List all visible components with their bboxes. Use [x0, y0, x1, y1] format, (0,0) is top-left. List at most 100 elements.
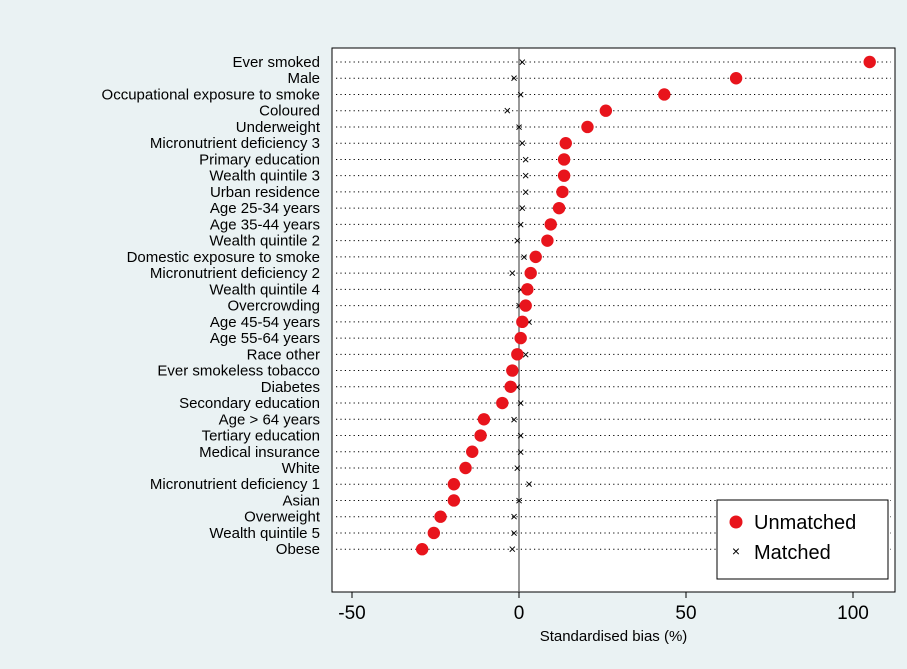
unmatched-point [506, 364, 519, 377]
legend: Unmatched × Matched [716, 499, 889, 580]
y-tick-label: Age 55-64 years [210, 330, 320, 347]
legend-marker-unmatched [729, 515, 743, 529]
unmatched-point [477, 413, 491, 426]
unmatched-point [504, 380, 517, 393]
legend-label-matched: Matched [754, 542, 831, 564]
unmatched-point [459, 461, 472, 475]
x-axis-title: Standardised bias (%) [540, 628, 688, 645]
y-tick-label: Tertiary education [202, 428, 320, 445]
matched-point: × [509, 266, 517, 281]
matched-point: × [520, 249, 528, 264]
matched-point: × [510, 509, 518, 524]
matched-point: × [522, 184, 530, 199]
unmatched-point [415, 543, 429, 556]
y-tick-label: Micronutrient deficiency 1 [150, 476, 320, 493]
unmatched-point [447, 478, 461, 491]
y-tick-label: Age 45-54 years [210, 314, 320, 331]
matched-point: × [517, 396, 525, 411]
unmatched-point [658, 88, 671, 101]
unmatched-point [541, 234, 554, 247]
unmatched-point [434, 510, 447, 523]
y-tick-label: Secondary education [179, 395, 320, 412]
unmatched-point [447, 494, 461, 507]
unmatched-point [556, 185, 569, 199]
y-tick-label: Underweight [236, 119, 321, 136]
unmatched-point [544, 218, 557, 231]
matched-point: × [509, 542, 517, 557]
y-tick-label: Obese [276, 541, 320, 558]
y-tick-label: Occupational exposure to smoke [102, 86, 320, 103]
y-tick-label: Age > 64 years [219, 411, 320, 428]
unmatched-point [511, 348, 524, 361]
matched-point: × [517, 87, 525, 102]
matched-point: × [519, 136, 527, 151]
matched-point: × [517, 444, 525, 459]
x-axis: -50 0 50 100 [338, 592, 869, 624]
y-tick-label: Wealth quintile 2 [209, 233, 320, 250]
y-tick-label: Race other [247, 346, 320, 363]
y-tick-label: Coloured [259, 103, 320, 120]
matched-point: × [515, 493, 523, 508]
unmatched-point [521, 283, 534, 296]
y-tick-label: White [282, 460, 320, 477]
unmatched-point [474, 429, 487, 442]
unmatched-point [496, 396, 509, 410]
unmatched-point [559, 137, 572, 150]
y-tick-label: Asian [282, 492, 320, 509]
matched-point: × [504, 103, 512, 118]
unmatched-point [524, 266, 537, 280]
matched-point: × [522, 152, 530, 167]
y-tick-label: Wealth quintile 3 [209, 168, 320, 185]
unmatched-point [466, 445, 479, 458]
matched-point: × [519, 201, 527, 216]
matched-point: × [525, 477, 533, 492]
matched-point: × [515, 119, 523, 134]
matched-point: × [517, 217, 525, 232]
y-tick-label: Age 35-44 years [210, 216, 320, 233]
y-tick-label: Primary education [199, 151, 320, 168]
unmatched-point [581, 120, 594, 134]
unmatched-point [552, 201, 566, 215]
y-tick-label: Male [287, 70, 320, 87]
y-tick-label: Micronutrient deficiency 2 [150, 265, 320, 282]
y-tick-label: Urban residence [210, 184, 320, 201]
unmatched-point [427, 526, 441, 540]
y-tick-label: Domestic exposure to smoke [127, 249, 320, 266]
legend-box [716, 499, 889, 580]
y-tick-label: Medical insurance [199, 444, 320, 461]
legend-label-unmatched: Unmatched [754, 512, 856, 534]
unmatched-point [516, 315, 529, 329]
y-tick-label: Micronutrient deficiency 3 [150, 135, 320, 152]
unmatched-point [529, 250, 542, 264]
x-tick-label: 100 [837, 603, 869, 624]
grid-lines [336, 61, 891, 550]
unmatched-point [729, 72, 743, 85]
data-marks: ××××××××××××××××××××××××××××××× [415, 55, 876, 557]
unmatched-point [557, 153, 571, 166]
matched-point: × [510, 71, 518, 86]
matched-point: × [510, 412, 518, 427]
x-tick-label: -50 [338, 603, 365, 624]
y-tick-label: Overweight [244, 509, 321, 526]
y-tick-label: Ever smokeless tobacco [157, 363, 320, 380]
unmatched-point [519, 299, 532, 312]
matched-point: × [517, 428, 525, 443]
x-tick-label: 0 [514, 603, 525, 624]
matched-point: × [515, 298, 523, 313]
matched-point: × [517, 282, 525, 297]
y-tick-label: Age 25-34 years [210, 200, 320, 217]
x-tick-label: 50 [675, 603, 696, 624]
matched-point: × [522, 168, 530, 183]
matched-point: × [522, 347, 530, 362]
matched-point: × [525, 314, 533, 329]
unmatched-point [514, 331, 527, 345]
matched-point: × [514, 379, 522, 394]
unmatched-point [599, 104, 613, 117]
y-tick-label: Ever smoked [232, 54, 320, 71]
y-tick-label: Overcrowding [227, 298, 320, 315]
matched-point: × [519, 55, 527, 70]
matched-point: × [510, 525, 518, 540]
